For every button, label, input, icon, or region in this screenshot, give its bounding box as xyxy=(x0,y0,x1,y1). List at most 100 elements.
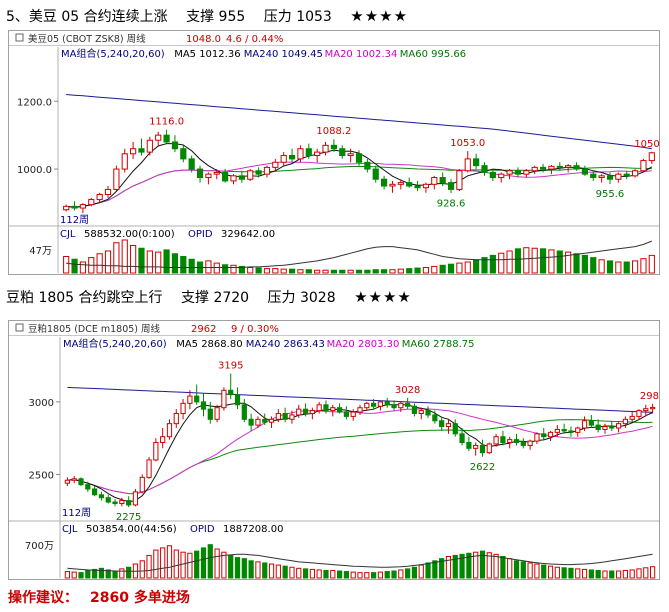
chart2-candle xyxy=(160,428,166,449)
chart2-candle-body xyxy=(384,401,390,406)
chart2-volume-bar xyxy=(405,568,411,579)
chart2-candle-body xyxy=(493,436,499,445)
chart2-candle xyxy=(425,406,431,418)
chart2-volume-bar xyxy=(350,571,356,579)
chart2-volume-bar xyxy=(391,570,397,579)
chart1-volume-bar xyxy=(297,269,304,274)
chart2-candle xyxy=(629,412,635,423)
chart1-candle xyxy=(113,165,120,192)
chart1-candle-body xyxy=(473,158,480,167)
chart2-candle-body xyxy=(126,500,132,506)
chart2-volume-bar xyxy=(85,569,91,579)
chart2-candle-body xyxy=(323,404,329,412)
chart1-candle-body xyxy=(548,165,555,170)
chart2-candle xyxy=(282,407,288,423)
chart1-panel: 美豆05 (CBOT ZSK8) 周线 1048.0 4.6 / 0.44% 1200… xyxy=(8,30,660,275)
chart2-title: 豆粕1805 (DCE m1805) 周线 xyxy=(28,323,161,335)
chart2-volume-bar xyxy=(200,547,207,579)
chart1-annotation-0: 1116.0 xyxy=(149,117,184,128)
chart2-candle-body xyxy=(200,401,207,410)
chart2-candle xyxy=(146,457,152,479)
chart1-volume-bar xyxy=(498,252,505,274)
chart1-candle xyxy=(355,150,363,166)
chart1-candle-body xyxy=(481,165,488,173)
chart1-candle xyxy=(381,175,388,190)
chart2-volume-bar xyxy=(268,563,275,579)
chart2-volume-bar xyxy=(316,569,322,579)
chart2-candle xyxy=(153,438,159,462)
chart1-candle xyxy=(330,139,337,153)
chart2-volume-bar xyxy=(452,554,458,579)
chart2-volume-bar xyxy=(187,552,193,579)
chart2-candle-body xyxy=(234,394,241,406)
chart1-volume-bar xyxy=(255,267,262,274)
chart2-candle-body xyxy=(71,478,77,481)
chart2-candle xyxy=(228,373,234,399)
chart2-candle xyxy=(323,400,329,414)
chart2-volume-bar xyxy=(282,565,288,579)
chart2-candle xyxy=(575,426,581,437)
chart2-annotation-0: 3195 xyxy=(218,361,243,372)
chart1-volume-bar xyxy=(381,269,388,274)
chart2-candle-body xyxy=(432,414,438,422)
chart2-candle xyxy=(370,398,377,410)
chart2-candle xyxy=(262,413,268,426)
chart2-candle xyxy=(268,416,275,429)
chart2-candle-body xyxy=(398,402,404,409)
chart1-candle-body xyxy=(180,148,187,160)
chart2-candle xyxy=(568,426,574,437)
chart1-candle xyxy=(79,202,87,214)
chart1-candle xyxy=(163,129,170,144)
chart2-candle-body xyxy=(268,418,275,423)
chart2-candle xyxy=(554,425,560,437)
chart2-candle xyxy=(207,401,213,424)
chart1-volume-bar xyxy=(163,249,170,274)
chart1-candle xyxy=(188,155,195,173)
chart1-volume-bar xyxy=(447,263,455,274)
chart2-candle-body xyxy=(296,408,302,416)
chart2-ma240-line xyxy=(67,386,653,413)
chart2-volume-bar xyxy=(595,569,601,579)
chart2-volume-bar xyxy=(575,568,581,579)
chart2-candle xyxy=(513,433,520,446)
chart2-volume-bar xyxy=(221,551,227,579)
chart2-candle xyxy=(302,403,309,417)
chart1-candle-body xyxy=(130,148,137,155)
chart1-candle-body xyxy=(531,166,538,172)
chart2-candle-body xyxy=(459,433,465,444)
chart2-candle xyxy=(527,439,533,450)
chart2-annotation-3: 2275 xyxy=(116,512,141,523)
chart2-candle xyxy=(493,433,499,447)
chart1-candle-body xyxy=(138,148,145,153)
chart2-candle xyxy=(432,410,438,424)
chart2-volume-bar xyxy=(248,560,254,579)
chart1-candle xyxy=(447,179,455,194)
chart2-ma-legend-4: MA60 2788.75 xyxy=(402,339,475,350)
chart1-volume-bar xyxy=(222,264,229,274)
chart1-volume-bar xyxy=(314,269,321,274)
chart1-candle xyxy=(456,169,463,192)
chart2-candle xyxy=(486,442,492,455)
chart2-volume-bar xyxy=(649,566,656,579)
chart2-volume-bar xyxy=(126,566,132,579)
chart1-volume-bar xyxy=(138,247,145,274)
chart2-volume-bar xyxy=(547,565,554,579)
chart2-candle-body xyxy=(64,479,71,484)
chart1-volume-bar xyxy=(230,264,237,274)
chart2-candle-body xyxy=(316,404,322,412)
chart2-last-price: 2962 xyxy=(191,324,216,335)
chart2-candle-body xyxy=(262,418,268,423)
chart1-candle xyxy=(322,141,329,156)
chart2-candle-body xyxy=(282,413,288,420)
chart1-volume-bar xyxy=(188,258,195,274)
chart1-candle xyxy=(523,169,530,178)
chart1-frame xyxy=(8,30,660,275)
chart1-ma240-line xyxy=(66,94,652,150)
chart1-volume-bar xyxy=(615,261,622,274)
chart2-annotation-4: 2987 xyxy=(640,391,660,402)
chart1-candle-body xyxy=(146,139,153,153)
chart1-candle xyxy=(138,138,145,156)
chart1-candle-body xyxy=(96,193,103,201)
chart1-volume-bar xyxy=(464,261,471,274)
chart2-volume-bar xyxy=(520,561,526,579)
